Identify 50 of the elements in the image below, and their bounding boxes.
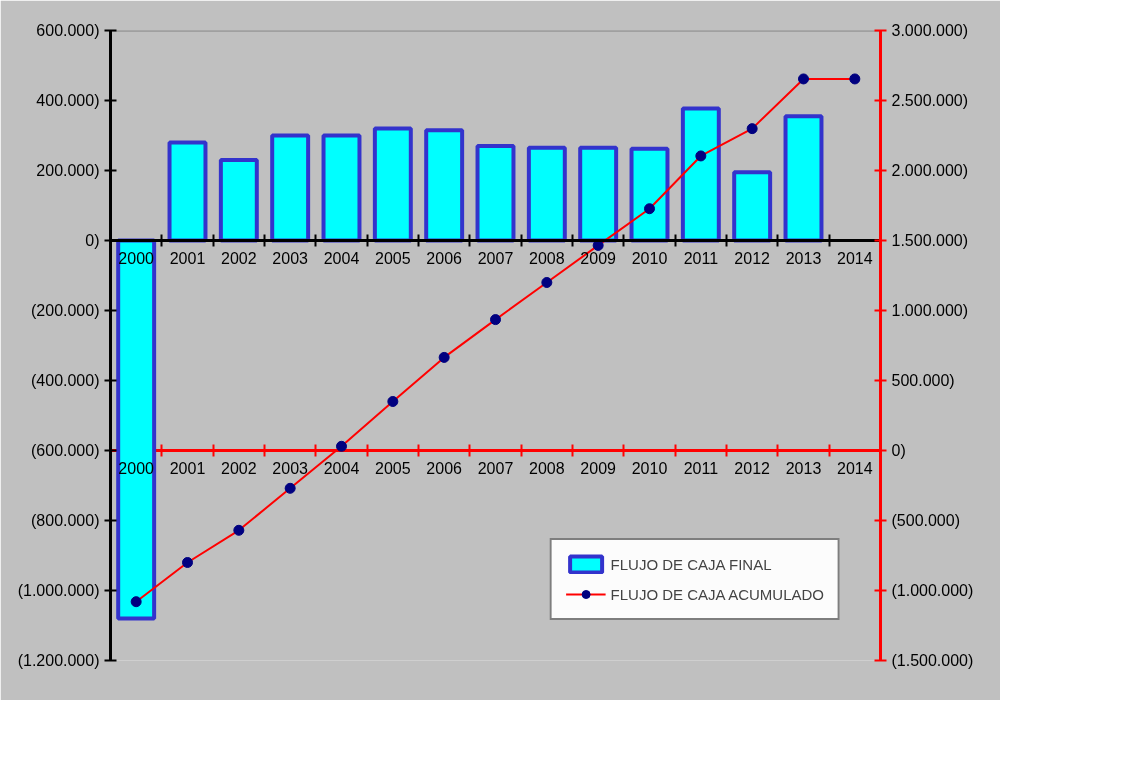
y2-tick-label: 1.000.000) <box>891 302 969 319</box>
x-tick-label: 2014 <box>837 249 873 267</box>
y2-tick-label: (1.000.000) <box>891 582 974 599</box>
x-tick-label: 2010 <box>631 249 668 267</box>
x-tick-label: 2001 <box>169 249 206 267</box>
category-label: 2004 <box>323 459 360 477</box>
category-label: 2003 <box>272 459 308 477</box>
y2-tick-label: 500.000) <box>891 372 955 389</box>
category-label: 2012 <box>734 459 770 477</box>
x-tick-label: 2009 <box>580 249 617 267</box>
y-tick-label: (800.000) <box>31 512 100 529</box>
y2-tick-label: (500.000) <box>891 512 960 529</box>
x-tick-label: 2005 <box>375 249 411 267</box>
y-tick-label: (1.000.000) <box>17 582 100 599</box>
x-tick-label: 2013 <box>785 249 822 267</box>
category-label: 2001 <box>169 459 206 477</box>
y-tick-label: 400.000) <box>36 92 100 109</box>
legend-label: FLUJO DE CAJA FINAL <box>610 555 772 573</box>
category-label: 2011 <box>683 459 719 477</box>
category-label: 2014 <box>837 459 873 477</box>
legend-label: FLUJO DE CAJA ACUMULADO <box>610 585 824 603</box>
category-label: 2006 <box>426 459 462 477</box>
y2-tick-label: 1.500.000) <box>891 232 969 249</box>
x-tick-label: 2004 <box>323 249 360 267</box>
x-tick-label: 2008 <box>529 249 565 267</box>
y-tick-label: (600.000) <box>31 442 100 459</box>
y2-tick-label: 2.500.000) <box>891 92 969 109</box>
category-label: 2009 <box>580 459 616 477</box>
category-label: 2007 <box>477 459 514 477</box>
y2-tick-label: 3.000.000) <box>891 22 969 39</box>
y-tick-label: (200.000) <box>31 302 100 319</box>
category-label: 2013 <box>785 459 822 477</box>
category-label: 2002 <box>221 459 257 477</box>
x-tick-label: 2011 <box>683 249 719 267</box>
y-tick-label: (1.200.000) <box>17 652 100 669</box>
y-tick-label: 600.000) <box>36 22 100 39</box>
x-tick-label: 2012 <box>734 249 771 267</box>
y2-tick-label: 0) <box>891 442 906 459</box>
y-tick-label: 0) <box>85 232 100 249</box>
x-tick-label: 2006 <box>426 249 463 267</box>
y-tick-label: 200.000) <box>36 162 100 179</box>
category-label: 2008 <box>529 459 565 477</box>
x-tick-label: 2003 <box>272 249 309 267</box>
x-tick-label: 2007 <box>477 249 514 267</box>
y-tick-label: (400.000) <box>31 372 100 389</box>
y2-tick-label: (1.500.000) <box>891 652 974 669</box>
y2-tick-label: 2.000.000) <box>891 162 969 179</box>
category-label: 2005 <box>375 459 411 477</box>
x-tick-label: 2002 <box>221 249 257 267</box>
category-label: 2010 <box>631 459 668 477</box>
